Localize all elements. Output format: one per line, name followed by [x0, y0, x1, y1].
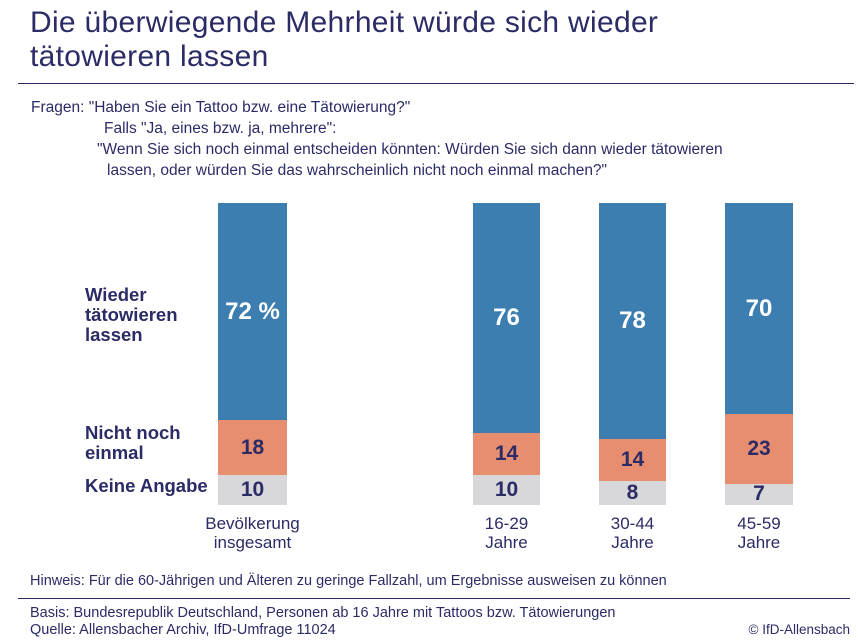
bar-segment-2-2: 14 [473, 432, 540, 475]
question-line-4: lassen, oder würden Sie das wahrscheinli… [107, 162, 608, 179]
question-line-2: Falls "Ja, eines bzw. ja, mehrere": [104, 120, 337, 137]
category-label: Bevölkerung insgesamt [205, 514, 300, 552]
bar-value-label: 10 [240, 477, 265, 501]
bar-value-label: 7 [753, 482, 765, 506]
bar-segment-2-1: 18 [218, 420, 287, 475]
series-label: Keine Angabe [85, 475, 208, 496]
bar-segment-1-1: 72 % [218, 203, 287, 421]
footer-divider [18, 598, 850, 599]
hinweis-note: Hinweis: Für die 60-Jährigen und Älteren… [30, 573, 667, 589]
quelle-line: Quelle: Allensbacher Archiv, IfD-Umfrage… [30, 622, 336, 638]
bar-segment-3-2: 10 [473, 474, 540, 505]
basis-line: Basis: Bundesrepublik Deutschland, Perso… [30, 605, 616, 621]
category-label: 16-29 Jahre [484, 514, 529, 552]
series-label: Wieder tätowieren lassen [85, 284, 178, 345]
bar-value-label: 8 [626, 480, 639, 504]
category-label: 30-44 Jahre [610, 514, 655, 552]
bar-segment-1-4: 70 [725, 203, 793, 415]
question-line-3: "Wenn Sie sich noch einmal entscheiden k… [97, 141, 723, 158]
bar-value-label: 18 [240, 435, 265, 459]
bar-segment-3-4: 7 [725, 482, 793, 506]
bar-value-label: 72 % [225, 297, 280, 325]
survey-questions: Fragen: "Haben Sie ein Tattoo bzw. eine … [31, 97, 838, 181]
bar-value-label: 14 [494, 441, 519, 465]
page-title: Die überwiegende Mehrheit würde sich wie… [30, 6, 659, 73]
bar-segment-2-3: 14 [599, 438, 666, 481]
bar-value-label: 23 [747, 437, 771, 461]
series-label: Nicht noch einmal [85, 422, 181, 463]
bar-value-label: 76 [493, 303, 520, 331]
title-divider [18, 83, 854, 84]
bar-segment-2-4: 23 [725, 414, 793, 484]
bar-value-label: 78 [619, 306, 646, 334]
bar-value-label: 10 [494, 477, 519, 501]
question-line-1: Fragen: "Haben Sie ein Tattoo bzw. eine … [31, 99, 411, 116]
bar-segment-3-1: 10 [218, 474, 287, 505]
bar-segment-3-3: 8 [599, 480, 666, 505]
copyright: © IfD-Allensbach [748, 622, 851, 637]
bar-value-label: 70 [745, 294, 773, 322]
bar-value-label: 14 [620, 447, 645, 471]
bar-segment-1-3: 78 [599, 203, 666, 439]
category-label: 45-59 Jahre [737, 514, 781, 552]
bar-segment-1-2: 76 [473, 203, 540, 433]
